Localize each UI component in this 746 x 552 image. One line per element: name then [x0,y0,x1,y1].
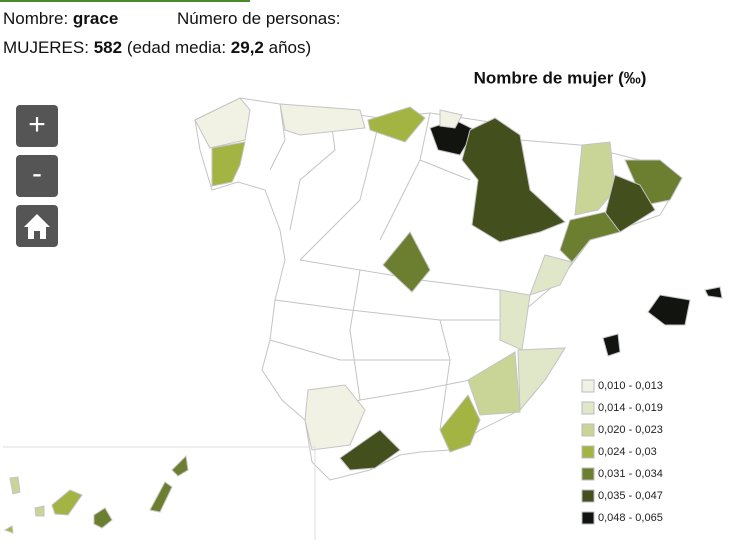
home-icon [24,214,50,239]
name-line: Nombre: grace [3,9,118,29]
province [439,109,463,129]
women-line: MUJERES: 582 (edad media: 29,2 años) [3,38,311,58]
map-title: Nombre de mujer (‰) [474,68,647,87]
zoom-in[interactable]: + [16,105,58,147]
borders [269,103,510,431]
province [211,141,246,187]
province [34,505,45,517]
age: 29,2 [230,38,264,57]
label: años) [268,38,312,57]
province [9,476,21,495]
label: Nombre: [3,9,69,28]
mainland [194,97,723,481]
count: 582 [93,38,123,57]
canary-islands [3,454,189,534]
legend-swatch [581,489,595,503]
legend-swatch [581,423,595,437]
province [704,286,723,299]
province [604,174,656,233]
province [602,333,621,357]
province [467,351,521,416]
province [461,117,566,243]
province [574,141,616,216]
legend-swatch [581,379,595,393]
province [51,489,83,516]
province [3,525,14,534]
home-button[interactable] [16,205,58,247]
legend-swatch [581,445,595,459]
legend: 0,010 - 0,013 0,014 - 0,019 0,020 - 0,023 0… [581,379,663,525]
province [93,507,113,529]
legend-swatch [581,467,595,481]
legend-label: 0,010 - 0,013 [598,380,663,392]
label: (edad media: [126,38,227,57]
province [279,103,366,136]
province [194,97,251,149]
legend-label: 0,014 - 0,019 [598,402,663,414]
legend-swatch [581,511,595,525]
canary-frame [3,446,316,540]
province [382,231,431,293]
province [559,211,621,263]
top-bar [0,0,250,2]
legend-label: 0,020 - 0,023 [598,424,663,436]
province [647,294,691,326]
province [439,394,481,453]
legend-label: 0,048 - 0,065 [598,512,663,524]
province [367,106,426,143]
legend-label: 0,024 - 0,03 [598,446,657,458]
province [624,159,683,206]
province [339,429,401,471]
province [529,254,573,296]
name: grace [72,9,119,28]
province [499,289,531,351]
province [304,384,366,451]
label: MUJERES: [3,38,89,57]
province [171,454,189,477]
country-outline [194,97,683,481]
legend-label: 0,031 - 0,034 [598,468,663,480]
legend-swatch [581,401,595,415]
province [517,347,566,412]
province [149,481,173,513]
legend-label: 0,035 - 0,047 [598,490,663,502]
province [429,119,476,156]
label: Número de personas: [177,9,341,28]
zoom-out[interactable]: - [16,155,58,197]
